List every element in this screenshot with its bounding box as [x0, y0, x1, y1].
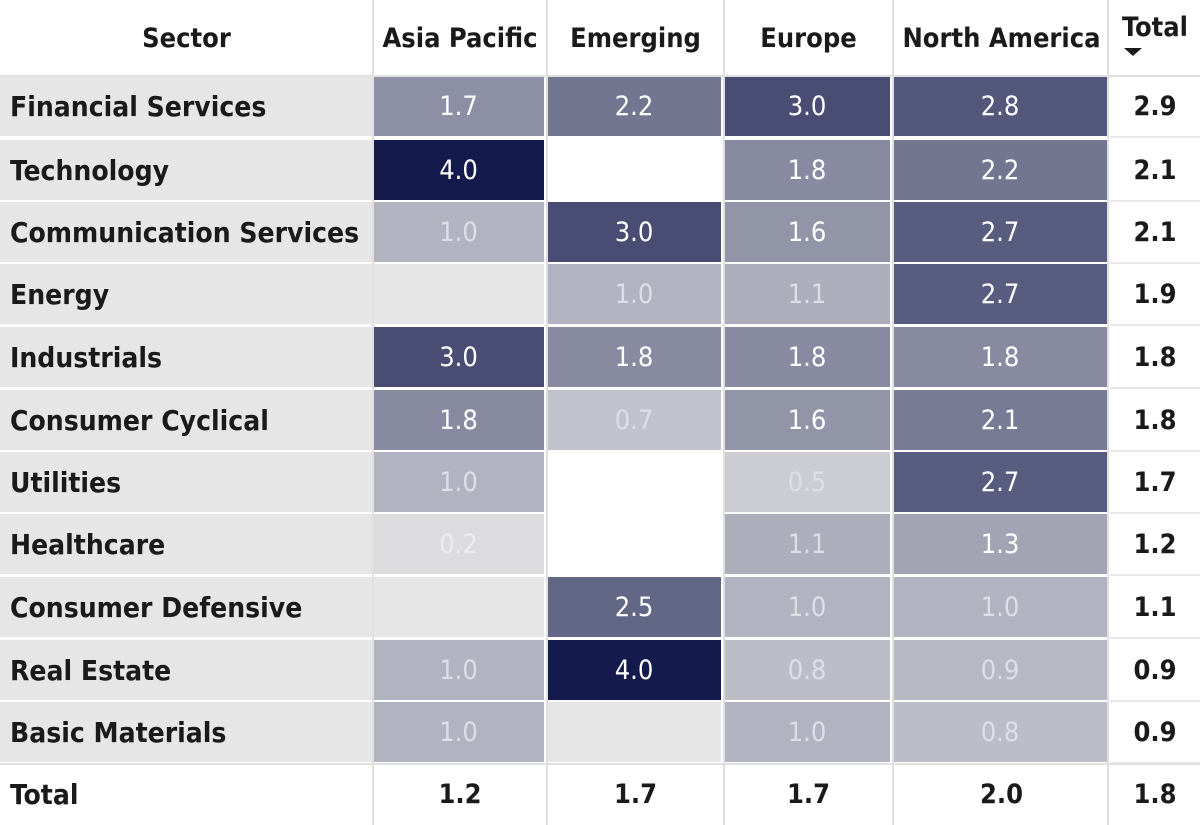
- heatmap-cell[interactable]: 1.0: [547, 264, 724, 326]
- heatmap-cell[interactable]: 0.5: [724, 452, 893, 514]
- heatmap-cell[interactable]: 2.1: [893, 390, 1110, 452]
- heatmap-cell[interactable]: 1.0: [724, 577, 893, 639]
- heatmap-cell[interactable]: 0.8: [724, 640, 893, 702]
- heatmap-cell[interactable]: 0.8: [893, 702, 1110, 764]
- column-total-asia-pacific: 1.2: [373, 764, 547, 825]
- row-label-financial-services: Financial Services: [0, 76, 373, 138]
- row-label-healthcare: Healthcare: [0, 514, 373, 576]
- grid-divider: [0, 763, 1200, 765]
- column-header-emerging[interactable]: Emerging: [547, 0, 724, 76]
- heatmap-cell[interactable]: 4.0: [373, 140, 547, 202]
- grid-divider: [0, 75, 1200, 77]
- heatmap-cell[interactable]: 1.6: [724, 202, 893, 264]
- row-label-communication-services: Communication Services: [0, 202, 373, 264]
- row-label-real-estate: Real Estate: [0, 640, 373, 702]
- heatmap-cell[interactable]: [547, 514, 724, 576]
- grid-divider: [372, 0, 374, 825]
- heatmap-cell[interactable]: 1.0: [373, 702, 547, 764]
- row-total: 1.8: [1110, 327, 1200, 389]
- heatmap-cell[interactable]: 2.7: [893, 452, 1110, 514]
- sort-descending-icon[interactable]: [1124, 48, 1142, 56]
- heatmap-cell[interactable]: 0.2: [373, 514, 547, 576]
- row-total: 2.9: [1110, 76, 1200, 138]
- heatmap-cell[interactable]: 1.8: [724, 140, 893, 202]
- row-total: 1.9: [1110, 264, 1200, 326]
- grand-total: 1.8: [1110, 764, 1200, 825]
- row-label-technology: Technology: [0, 140, 373, 202]
- heatmap-cell[interactable]: 2.8: [893, 76, 1110, 138]
- grid-divider: [1107, 0, 1109, 825]
- row-total: 1.1: [1110, 577, 1200, 639]
- grid-divider: [892, 0, 894, 825]
- row-total: 2.1: [1110, 202, 1200, 264]
- heatmap-cell[interactable]: 2.7: [893, 202, 1110, 264]
- heatmap-cell[interactable]: 1.8: [724, 327, 893, 389]
- row-label-consumer-defensive: Consumer Defensive: [0, 577, 373, 639]
- heatmap-cell[interactable]: [373, 264, 547, 326]
- total-row-label: Total: [0, 764, 373, 825]
- heatmap-cell[interactable]: 1.0: [893, 577, 1110, 639]
- heatmap-cell[interactable]: 1.0: [724, 702, 893, 764]
- row-total: 1.8: [1110, 390, 1200, 452]
- heatmap-cell[interactable]: 3.0: [724, 76, 893, 138]
- row-total: 1.7: [1110, 452, 1200, 514]
- column-header-north-america[interactable]: North America: [893, 0, 1110, 76]
- heatmap-cell[interactable]: 1.0: [373, 202, 547, 264]
- row-label-utilities: Utilities: [0, 452, 373, 514]
- row-total: 0.9: [1110, 702, 1200, 764]
- heatmap-cell[interactable]: [547, 702, 724, 764]
- heatmap-cell[interactable]: [373, 577, 547, 639]
- column-header-europe[interactable]: Europe: [724, 0, 893, 76]
- heatmap-cell[interactable]: 1.8: [893, 327, 1110, 389]
- heatmap-cell[interactable]: 1.1: [724, 264, 893, 326]
- heatmap-cell[interactable]: 0.9: [893, 640, 1110, 702]
- heatmap-cell[interactable]: 1.6: [724, 390, 893, 452]
- heatmap-cell[interactable]: [547, 452, 724, 514]
- heatmap-cell[interactable]: 1.0: [373, 452, 547, 514]
- heatmap-cell[interactable]: 1.1: [724, 514, 893, 576]
- row-total: 2.1: [1110, 140, 1200, 202]
- heatmap-cell[interactable]: 1.8: [547, 327, 724, 389]
- heatmap-cell[interactable]: 1.0: [373, 640, 547, 702]
- heatmap-cell[interactable]: 3.0: [373, 327, 547, 389]
- row-label-consumer-cyclical: Consumer Cyclical: [0, 390, 373, 452]
- heatmap-cell[interactable]: 0.7: [547, 390, 724, 452]
- column-total-emerging: 1.7: [547, 764, 724, 825]
- heatmap-cell[interactable]: 4.0: [547, 640, 724, 702]
- row-label-energy: Energy: [0, 264, 373, 326]
- heatmap-cell[interactable]: 2.5: [547, 577, 724, 639]
- heatmap-cell[interactable]: [547, 140, 724, 202]
- row-total: 1.2: [1110, 514, 1200, 576]
- heatmap-cell[interactable]: 2.7: [893, 264, 1110, 326]
- row-label-industrials: Industrials: [0, 327, 373, 389]
- column-header-sector[interactable]: Sector: [0, 0, 373, 76]
- row-total: 0.9: [1110, 640, 1200, 702]
- heatmap-cell[interactable]: 2.2: [547, 76, 724, 138]
- heatmap-cell[interactable]: 3.0: [547, 202, 724, 264]
- grid-divider: [723, 0, 725, 825]
- column-total-north-america: 2.0: [893, 764, 1110, 825]
- row-label-basic-materials: Basic Materials: [0, 702, 373, 764]
- heatmap-cell[interactable]: 1.3: [893, 514, 1110, 576]
- heatmap-cell[interactable]: 2.2: [893, 140, 1110, 202]
- column-header-total[interactable]: Total: [1110, 0, 1200, 76]
- heatmap-cell[interactable]: 1.8: [373, 390, 547, 452]
- column-header-asia-pacific[interactable]: Asia Pacific: [373, 0, 547, 76]
- grid-divider: [546, 0, 548, 825]
- column-total-europe: 1.7: [724, 764, 893, 825]
- heatmap-cell[interactable]: 1.7: [373, 76, 547, 138]
